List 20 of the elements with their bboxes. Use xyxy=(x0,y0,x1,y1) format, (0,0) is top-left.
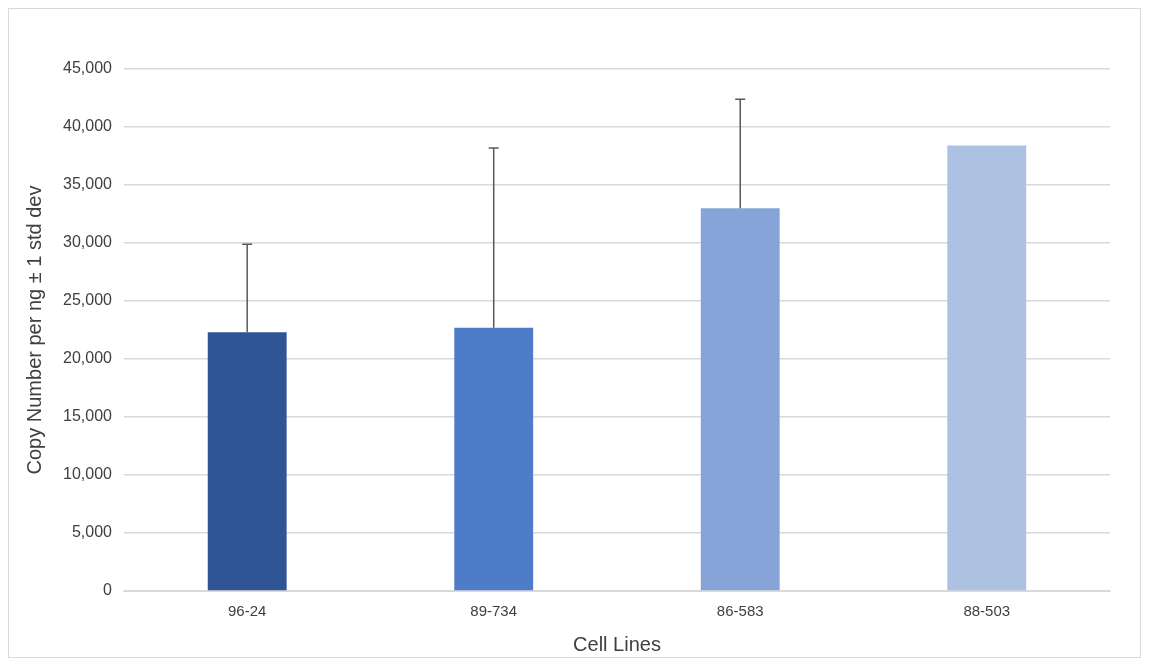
y-tick-label: 20,000 xyxy=(63,349,113,367)
y-tick-label: 45,000 xyxy=(63,59,113,77)
y-tick-label: 0 xyxy=(103,581,113,599)
y-tick-label: 25,000 xyxy=(63,291,113,309)
bar xyxy=(947,145,1027,591)
y-tick-label: 15,000 xyxy=(63,407,113,425)
x-tick-label: 96-24 xyxy=(228,602,267,620)
bar xyxy=(207,332,287,591)
x-axis-title: Cell Lines xyxy=(573,632,661,655)
x-tick-label: 86-583 xyxy=(716,602,764,620)
y-tick-label: 30,000 xyxy=(63,233,113,251)
bar xyxy=(454,327,534,591)
y-tick-label: 35,000 xyxy=(63,175,113,193)
bar xyxy=(700,208,780,591)
y-tick-label: 10,000 xyxy=(63,465,113,483)
y-axis-title: Copy Number per ng ± 1 std dev xyxy=(22,185,45,475)
y-tick-label: 40,000 xyxy=(63,117,113,135)
y-tick-label: 5,000 xyxy=(71,523,113,541)
x-tick-label: 89-734 xyxy=(470,602,518,620)
x-tick-label: 88-503 xyxy=(963,602,1011,620)
